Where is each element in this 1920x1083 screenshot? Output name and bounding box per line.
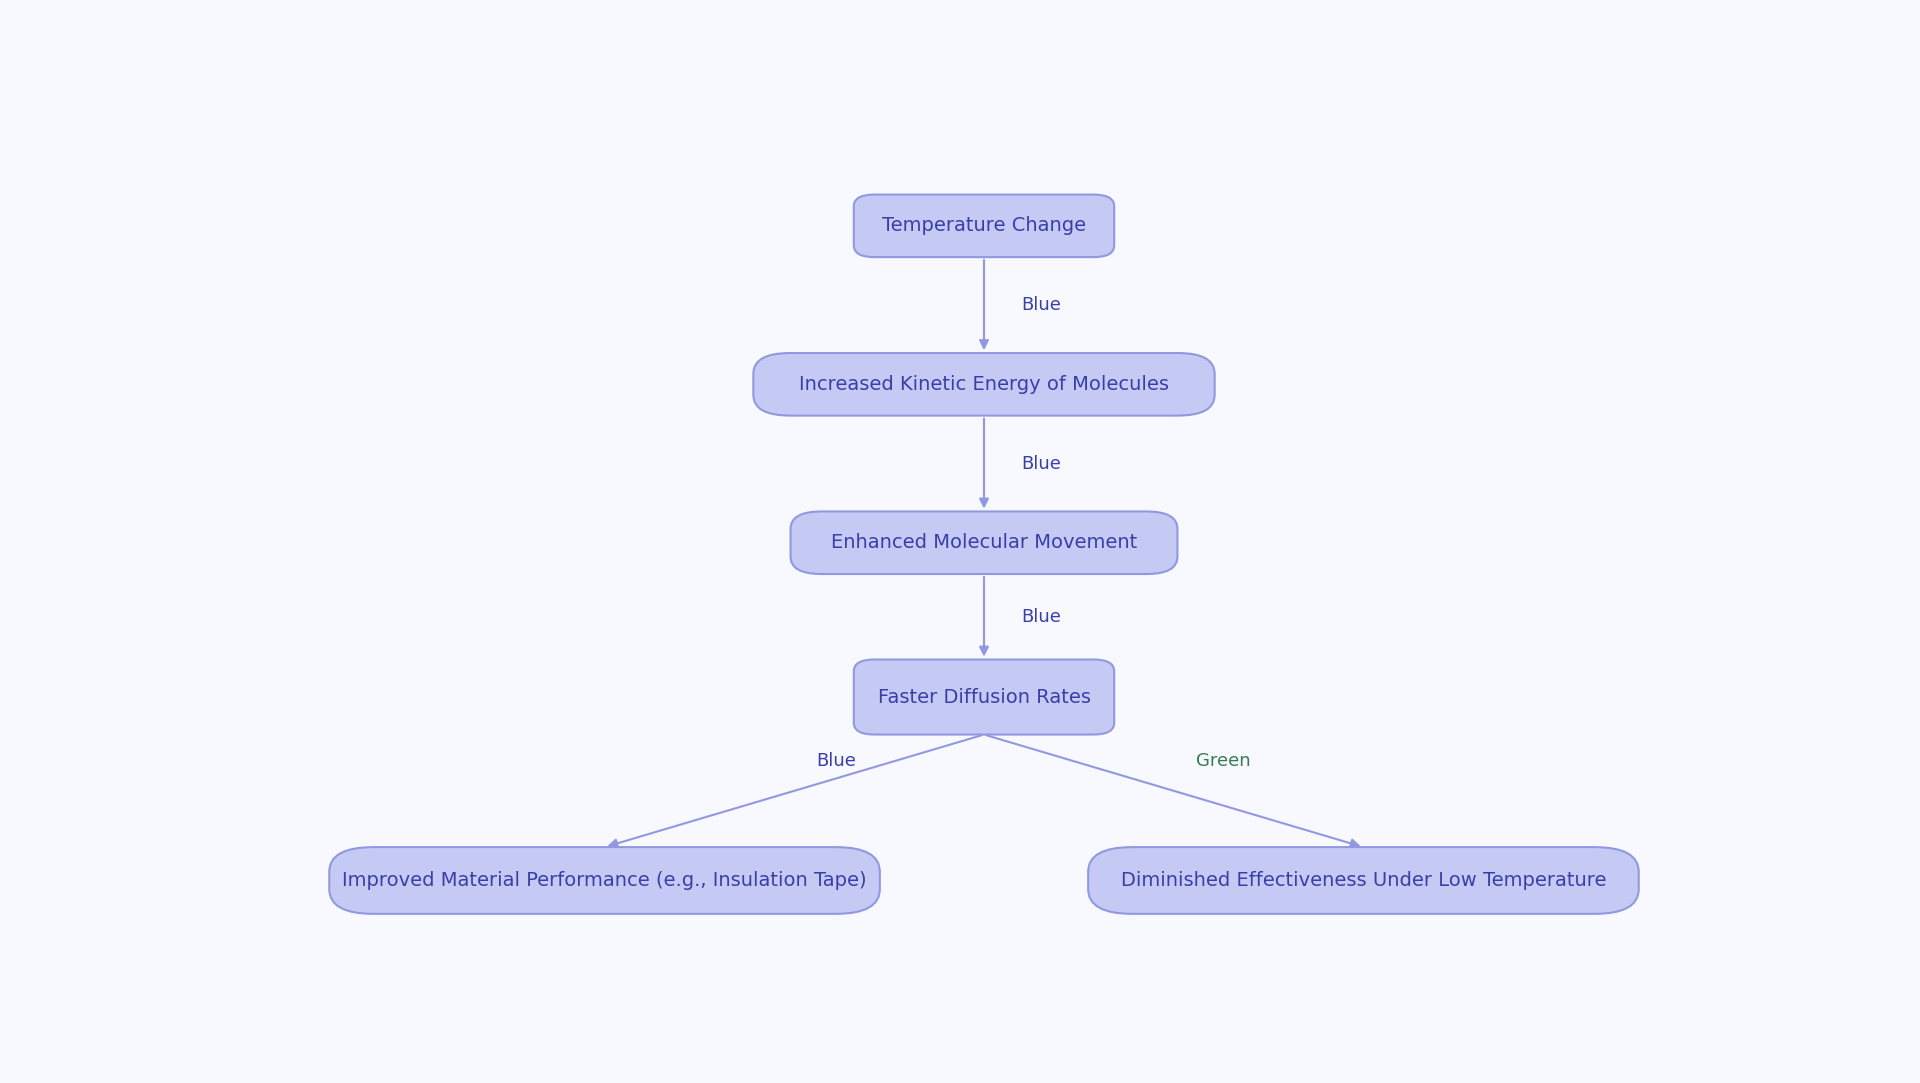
Text: Diminished Effectiveness Under Low Temperature: Diminished Effectiveness Under Low Tempe… (1121, 871, 1607, 890)
Text: Blue: Blue (1021, 455, 1062, 472)
Text: Blue: Blue (1021, 296, 1062, 314)
Text: Faster Diffusion Rates: Faster Diffusion Rates (877, 688, 1091, 706)
Text: Blue: Blue (816, 752, 856, 770)
FancyBboxPatch shape (1089, 847, 1640, 914)
Text: Enhanced Molecular Movement: Enhanced Molecular Movement (831, 533, 1137, 552)
FancyBboxPatch shape (330, 847, 879, 914)
FancyBboxPatch shape (753, 353, 1215, 416)
FancyBboxPatch shape (791, 511, 1177, 574)
Text: Blue: Blue (1021, 608, 1062, 626)
FancyBboxPatch shape (854, 195, 1114, 257)
FancyBboxPatch shape (854, 660, 1114, 734)
Text: Temperature Change: Temperature Change (881, 217, 1087, 235)
Text: Green: Green (1196, 752, 1250, 770)
Text: Improved Material Performance (e.g., Insulation Tape): Improved Material Performance (e.g., Ins… (342, 871, 866, 890)
Text: Increased Kinetic Energy of Molecules: Increased Kinetic Energy of Molecules (799, 375, 1169, 394)
